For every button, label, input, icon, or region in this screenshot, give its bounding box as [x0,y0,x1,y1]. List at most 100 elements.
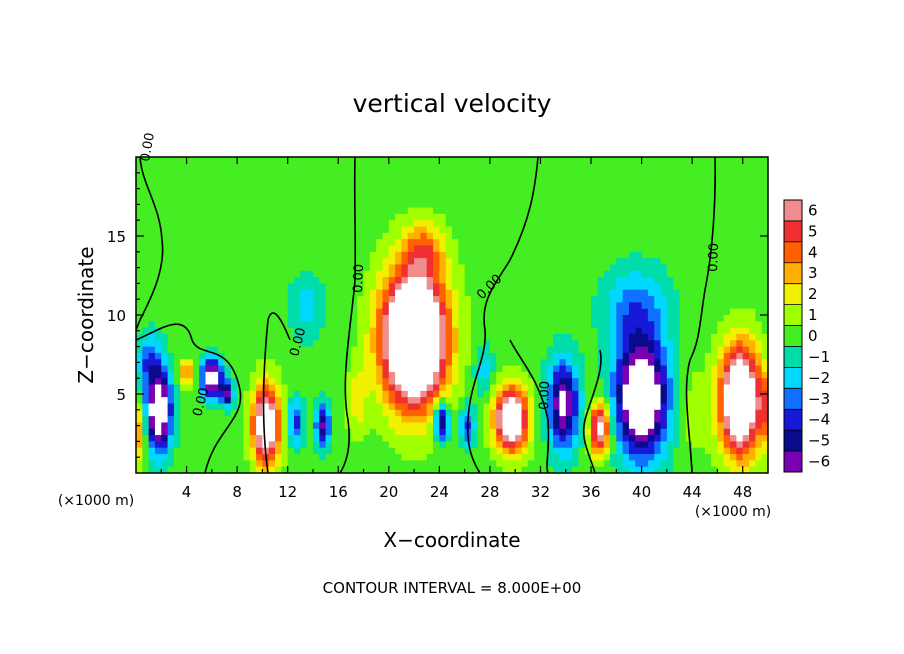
heat-cell [275,359,282,367]
heat-cell [161,258,169,266]
heat-cell [154,308,162,316]
heat-cell [382,416,390,424]
heat-cell [679,232,687,240]
heat-cell [281,302,289,310]
heat-cell [711,220,719,228]
heat-cell [136,403,143,411]
heat-cell [603,296,611,303]
heat-cell [275,169,282,177]
heat-cell [464,270,472,278]
heat-cell [622,277,630,284]
heat-cell [363,264,371,272]
heat-cell [433,270,440,278]
heat-cell [559,201,567,209]
heat-cell [654,169,662,177]
heat-cell [154,327,162,335]
heat-cell [458,182,466,190]
heat-cell [319,175,327,183]
heat-cell [736,371,744,379]
heat-cell [211,283,219,291]
heat-cell [704,245,712,253]
heat-cell [496,422,504,430]
heat-cell [205,245,213,253]
heat-cell [610,315,617,322]
heat-cell [167,220,175,228]
heat-cell [180,239,188,247]
heat-cell [622,169,630,177]
heat-cell [287,163,295,171]
heat-cell [344,435,352,442]
heat-cell [268,403,276,411]
heat-cell [679,390,687,398]
heat-cell [546,270,554,278]
heat-cell [445,340,453,348]
heat-cell [319,283,327,291]
heat-cell [698,466,706,473]
heat-cell [350,296,358,303]
heat-cell [237,371,245,379]
heat-cell [414,283,421,291]
heat-cell [452,359,459,367]
heat-cell [458,390,466,398]
heat-cell [698,245,706,253]
heat-cell [268,308,276,316]
heat-cell [761,384,768,392]
heat-cell [331,157,339,164]
heat-cell [148,213,156,221]
heat-cell [363,175,371,183]
heat-cell [369,157,377,164]
heat-cell [173,340,181,348]
heat-cell [508,359,516,367]
heat-cell [470,428,478,436]
heat-cell [338,213,346,221]
heat-cell [489,466,497,473]
heat-cell [654,435,662,442]
heat-cell [578,352,586,360]
heat-cell [559,321,567,329]
heat-cell [300,175,308,183]
heat-cell [521,207,529,215]
heat-cell [470,270,478,278]
heat-cell [224,409,232,417]
heat-cell [483,416,491,424]
heat-cell [698,157,706,164]
heat-cell [154,435,162,442]
heat-cell [477,163,485,171]
heat-cell [312,378,320,386]
heat-cell [685,220,693,228]
heat-cell [363,315,371,322]
heat-cell [698,454,706,461]
heat-cell [559,327,567,335]
heat-cell [704,207,712,215]
heat-cell [470,435,478,442]
heat-cell [616,466,624,473]
heat-cell [635,397,643,405]
heat-cell [496,340,504,348]
heat-cell [439,416,447,424]
heat-cell [211,289,219,297]
heat-cell [470,441,478,449]
heat-cell [489,333,497,341]
heat-cell [445,264,453,272]
heat-cell [294,321,301,329]
heat-cell [470,175,478,183]
heat-cell [230,201,238,209]
heat-cell [167,163,175,171]
heat-cell [736,428,744,436]
heat-cell [717,169,725,177]
heat-cell [325,460,333,468]
heat-cell [534,201,542,209]
heat-cell [325,226,333,234]
heat-cell [477,270,485,278]
heat-cell [350,333,358,341]
heat-cell [338,441,346,449]
heat-cell [654,327,662,335]
heat-cell [483,270,491,278]
heat-cell [654,346,662,354]
heat-cell [331,239,339,247]
heat-cell [136,163,143,171]
heat-cell [218,188,226,196]
heat-cell [736,435,744,442]
heat-cell [502,239,510,247]
heat-cell [660,422,668,430]
